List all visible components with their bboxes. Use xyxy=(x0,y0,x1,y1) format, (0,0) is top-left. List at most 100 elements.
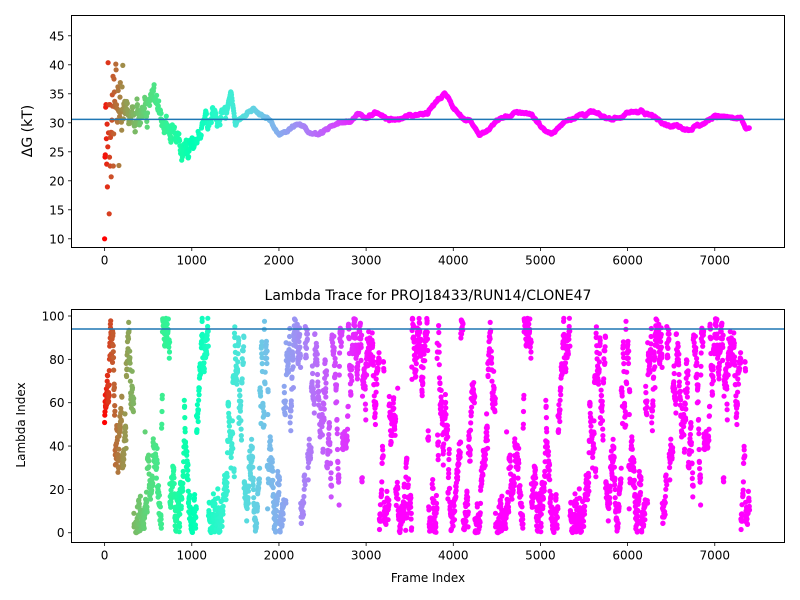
lambda-point xyxy=(521,392,527,398)
lambda-point xyxy=(547,477,553,483)
lambda-point xyxy=(154,460,160,466)
lambda-point xyxy=(410,316,416,322)
lambda-point xyxy=(386,497,392,503)
lambda-point xyxy=(336,363,342,369)
lambda-point xyxy=(629,437,635,443)
lambda-point xyxy=(327,448,333,454)
x-tick-label: 4000 xyxy=(438,254,469,268)
lambda-point xyxy=(306,436,312,442)
lambda-point xyxy=(142,429,148,435)
lambda-point xyxy=(328,494,334,500)
lambda-point xyxy=(566,315,573,321)
lambda-point xyxy=(602,334,609,340)
lambda-point xyxy=(544,439,550,445)
lambda-point xyxy=(487,336,493,342)
lambda-point xyxy=(441,441,447,447)
lambda-point xyxy=(480,472,486,478)
dg-point xyxy=(117,94,123,100)
lambda-point xyxy=(238,426,244,432)
lambda-point xyxy=(626,348,632,354)
lambda-point xyxy=(118,418,124,424)
lambda-point xyxy=(542,468,548,474)
lambda-point xyxy=(254,503,261,510)
lambda-point xyxy=(122,411,128,417)
lambda-point xyxy=(131,401,137,407)
lambda-point xyxy=(565,351,571,357)
lambda-point xyxy=(457,454,463,460)
lambda-point xyxy=(619,393,625,399)
lambda-point xyxy=(586,480,592,486)
lambda-point xyxy=(600,437,606,443)
lambda-point xyxy=(451,503,457,509)
lambda-point xyxy=(391,405,397,411)
lambda-point xyxy=(364,372,370,378)
lambda-point xyxy=(420,380,426,386)
lambda-point xyxy=(515,465,521,471)
lambda-point xyxy=(122,433,128,439)
lambda-point xyxy=(196,397,202,403)
lambda-point xyxy=(379,479,385,485)
lambda-point xyxy=(181,397,187,403)
lambda-point xyxy=(626,506,632,512)
lambda-point xyxy=(612,482,618,488)
dg-point xyxy=(158,110,164,116)
lambda-point xyxy=(489,378,495,384)
lambda-point xyxy=(256,476,262,482)
lambda-point xyxy=(602,344,608,350)
dg-point xyxy=(154,92,160,98)
lambda-point xyxy=(297,331,303,337)
lambda-point xyxy=(264,348,270,354)
dg-point xyxy=(106,211,112,217)
lambda-point xyxy=(322,358,328,364)
lambda-point xyxy=(171,475,177,481)
lambda-point xyxy=(205,315,211,321)
y-tick-label: 45 xyxy=(49,29,64,43)
dg-point xyxy=(104,121,110,127)
lambda-point xyxy=(323,394,329,400)
lambda-point xyxy=(301,486,307,492)
lambda-point xyxy=(287,414,293,420)
lambda-point xyxy=(328,470,334,476)
lambda-point xyxy=(282,398,288,404)
lambda-point xyxy=(237,408,243,414)
lambda-point xyxy=(392,432,398,438)
lambda-point xyxy=(467,427,474,433)
dg-point xyxy=(113,61,119,67)
lambda-point xyxy=(435,452,441,459)
lambda-point xyxy=(345,413,351,419)
lambda-point xyxy=(433,492,439,499)
lambda-point xyxy=(288,398,294,404)
lambda-point xyxy=(600,426,606,432)
lambda-point xyxy=(386,502,392,508)
x-tick-label: 6000 xyxy=(612,254,643,268)
lambda-point xyxy=(420,365,426,371)
lambda-point xyxy=(596,351,603,357)
lambda-point xyxy=(631,477,638,483)
lambda-point xyxy=(282,412,288,418)
lambda-point xyxy=(314,362,320,368)
lambda-point xyxy=(409,525,415,531)
lambda-point xyxy=(599,408,605,414)
lambda-point xyxy=(445,490,451,496)
lambda-point xyxy=(359,393,366,399)
lambda-point xyxy=(307,455,314,461)
lambda-point xyxy=(250,454,256,461)
lambda-point xyxy=(193,525,199,531)
lambda-point xyxy=(477,500,484,506)
lambda-point xyxy=(230,445,236,452)
lambda-point xyxy=(335,466,341,472)
lambda-point xyxy=(477,519,483,526)
lambda-point xyxy=(624,381,630,387)
lambda-point xyxy=(602,360,608,366)
lambda-point xyxy=(326,423,333,430)
lambda-point xyxy=(290,385,296,391)
dg-point xyxy=(111,131,117,137)
lambda-point xyxy=(421,351,427,357)
dg-point xyxy=(109,117,115,123)
dg-point xyxy=(213,111,219,117)
lambda-point xyxy=(596,359,603,365)
lambda-point xyxy=(315,379,321,385)
dg-point xyxy=(116,162,122,169)
lambda-point xyxy=(249,444,255,450)
lambda-point xyxy=(229,418,235,424)
